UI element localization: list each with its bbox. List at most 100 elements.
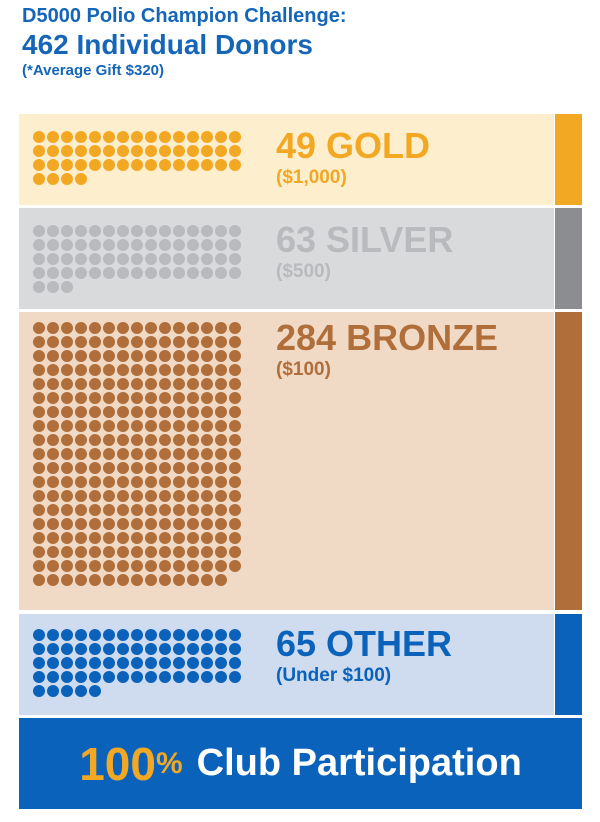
other-donor-dot xyxy=(89,657,101,669)
bronze-donor-dot xyxy=(215,406,227,418)
silver-donor-dot xyxy=(173,267,185,279)
bronze-donor-dot xyxy=(187,546,199,558)
bronze-donor-dot xyxy=(103,434,115,446)
bronze-donor-dot xyxy=(131,420,143,432)
bronze-donor-dot xyxy=(145,574,157,586)
silver-donor-dot xyxy=(159,253,171,265)
bronze-donor-dot xyxy=(173,490,185,502)
bronze-donor-dot xyxy=(117,490,129,502)
bronze-donor-dot xyxy=(89,434,101,446)
bronze-donor-dot xyxy=(33,476,45,488)
silver-donor-dot xyxy=(75,253,87,265)
bronze-donor-dot xyxy=(89,364,101,376)
bronze-donor-dot xyxy=(117,504,129,516)
bronze-donor-dot xyxy=(117,518,129,530)
bronze-donor-dot xyxy=(131,322,143,334)
other-donor-dot xyxy=(229,643,241,655)
bronze-donor-dot xyxy=(131,364,143,376)
other-donor-dot xyxy=(159,629,171,641)
participation-banner: 100 % Club Participation xyxy=(19,718,582,809)
bronze-donor-dot xyxy=(75,406,87,418)
bronze-donor-dot xyxy=(61,518,73,530)
bronze-donor-dot xyxy=(187,504,199,516)
bronze-donor-dot xyxy=(215,448,227,460)
bronze-donor-dot xyxy=(33,490,45,502)
other-donor-dot xyxy=(229,629,241,641)
other-donor-dot xyxy=(173,671,185,683)
gold-donor-dot xyxy=(33,159,45,171)
bronze-donor-dot xyxy=(47,392,59,404)
other-donor-dot xyxy=(103,671,115,683)
bronze-donor-dot xyxy=(215,350,227,362)
bronze-donor-dot xyxy=(89,462,101,474)
silver-donor-dot xyxy=(47,267,59,279)
other-donor-dot xyxy=(159,643,171,655)
bronze-donor-dot xyxy=(201,476,213,488)
gold-donor-dot xyxy=(33,173,45,185)
other-donor-dot xyxy=(33,657,45,669)
other-donor-dot xyxy=(61,643,73,655)
bronze-donor-dot xyxy=(61,560,73,572)
bronze-donor-dot xyxy=(215,560,227,572)
bronze-donor-dot xyxy=(201,518,213,530)
bronze-donor-dot xyxy=(159,504,171,516)
silver-count-label: 63 SILVER xyxy=(276,219,454,260)
bronze-donor-dot xyxy=(117,392,129,404)
gold-donor-dot xyxy=(75,173,87,185)
silver-donor-dot xyxy=(187,225,199,237)
bronze-donor-dot xyxy=(131,518,143,530)
silver-donor-dot xyxy=(201,239,213,251)
silver-stripe xyxy=(555,208,582,309)
bronze-donor-dot xyxy=(201,504,213,516)
other-donor-dot xyxy=(201,657,213,669)
silver-donor-dot xyxy=(229,239,241,251)
bronze-donor-dot xyxy=(33,406,45,418)
bronze-donor-dot xyxy=(103,448,115,460)
silver-donor-dot xyxy=(229,253,241,265)
bronze-donor-dot xyxy=(75,448,87,460)
bronze-donor-dot xyxy=(201,434,213,446)
bronze-donor-dot xyxy=(201,378,213,390)
bronze-donor-dot xyxy=(103,322,115,334)
other-count-label: 65 OTHER xyxy=(276,623,453,664)
bronze-donor-dot xyxy=(145,504,157,516)
bronze-donor-dot xyxy=(173,504,185,516)
bronze-donor-dot xyxy=(187,462,199,474)
bronze-donor-dot xyxy=(201,364,213,376)
silver-donor-dot xyxy=(33,253,45,265)
other-donor-dot xyxy=(159,671,171,683)
other-donor-dot xyxy=(131,629,143,641)
silver-donor-dot xyxy=(173,253,185,265)
bronze-donor-dot xyxy=(61,448,73,460)
bronze-donor-dot xyxy=(89,532,101,544)
bronze-donor-dot xyxy=(103,546,115,558)
bronze-donor-dot xyxy=(229,350,241,362)
other-donor-dot xyxy=(145,671,157,683)
bronze-donor-dot xyxy=(215,420,227,432)
other-donor-dot xyxy=(187,657,199,669)
gold-donor-dot xyxy=(103,131,115,143)
bronze-donor-dot xyxy=(201,462,213,474)
silver-donor-dot xyxy=(61,281,73,293)
silver-donor-dot xyxy=(47,225,59,237)
bronze-donor-dot xyxy=(103,532,115,544)
bronze-donor-dot xyxy=(215,504,227,516)
other-donor-dot xyxy=(33,629,45,641)
bronze-donor-dot xyxy=(89,378,101,390)
bronze-donor-dot xyxy=(173,322,185,334)
bronze-donor-dot xyxy=(159,574,171,586)
bronze-donor-dot xyxy=(173,574,185,586)
bronze-donor-dot xyxy=(89,322,101,334)
other-donor-dot xyxy=(47,685,59,697)
bronze-donor-dot xyxy=(61,434,73,446)
gold-donor-dot xyxy=(131,159,143,171)
bronze-donor-dot xyxy=(215,532,227,544)
participation-percent: 100 xyxy=(79,737,156,790)
gold-donor-dot xyxy=(145,159,157,171)
bronze-donor-dot xyxy=(145,420,157,432)
bronze-donor-dot xyxy=(33,532,45,544)
bronze-donor-dot xyxy=(61,364,73,376)
bronze-donor-dot xyxy=(117,420,129,432)
bronze-donor-dot xyxy=(75,476,87,488)
bronze-donor-dot xyxy=(131,336,143,348)
